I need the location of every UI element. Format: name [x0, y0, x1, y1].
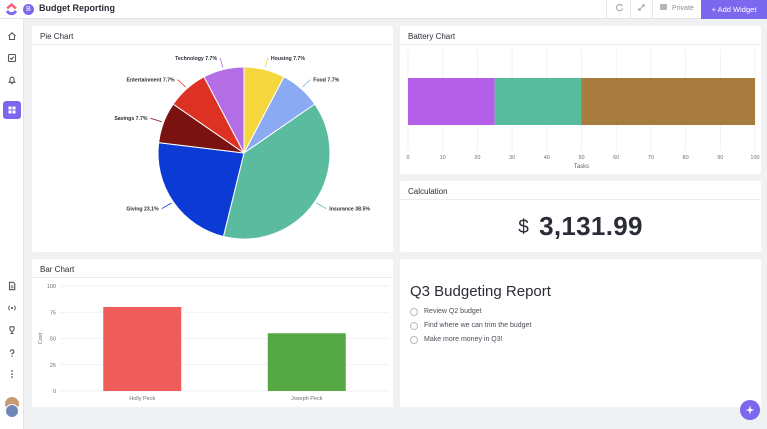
pie-slice	[222, 103, 331, 240]
home-icon[interactable]	[3, 27, 21, 45]
refresh-icon[interactable]	[612, 3, 626, 16]
bell-icon[interactable]	[3, 71, 21, 89]
x-tick-label: 20	[474, 155, 480, 161]
trophy-icon[interactable]	[3, 321, 21, 339]
x-tick-label: Joseph Peck	[291, 396, 323, 402]
left-sidebar	[0, 19, 24, 429]
pie-slice-label: Insurance 38.5%	[329, 207, 370, 213]
checklist-item-label: Find where we can trim the budget	[424, 322, 532, 329]
avatar[interactable]	[5, 404, 19, 418]
bar	[103, 307, 182, 391]
divider	[400, 44, 761, 45]
widget-title: Calculation	[408, 187, 448, 196]
checklist-item[interactable]: Make more money in Q3!	[410, 334, 503, 345]
calculation-widget[interactable]: Calculation $3,131.99	[400, 181, 761, 252]
checkbox[interactable]	[410, 307, 418, 316]
text-block-widget[interactable]: Q3 Budgeting Report Review Q2 budget Fin…	[400, 259, 761, 407]
x-axis-label: Tasks	[574, 164, 589, 170]
battery-segment	[494, 78, 582, 125]
quick-action-button[interactable]	[740, 400, 760, 420]
y-tick-label: 0	[53, 389, 56, 395]
x-tick-label: Holly Peck	[129, 396, 155, 402]
pie-leader-line	[302, 79, 311, 88]
toolbar-divider	[606, 0, 607, 19]
checkbox[interactable]	[410, 335, 418, 344]
pie-leader-line	[150, 117, 162, 123]
y-tick-label: 100	[47, 284, 56, 290]
dashboard-icon[interactable]	[3, 101, 21, 119]
bar-chart: 0 25 50 75 100 Cost Holly Peck Joseph Peck	[38, 284, 389, 402]
pie-chart: Housing 7.7% Food 7.7% Insurance 38.5% Givi…	[114, 56, 370, 240]
pie-leader-line	[177, 79, 186, 88]
privacy-label: Private	[672, 5, 694, 12]
x-tick-label: 40	[544, 155, 550, 161]
calculation-amount: 3,131.99	[539, 211, 643, 241]
add-widget-button[interactable]: + Add Widget	[701, 0, 767, 19]
checklist-icon[interactable]	[3, 49, 21, 67]
sparkle-icon	[745, 405, 755, 415]
widget-title: Pie Chart	[40, 32, 74, 41]
currency-symbol: $	[518, 217, 530, 238]
calculation-value: $3,131.99	[400, 211, 761, 242]
pie-slice-label: Giving 23.1%	[126, 207, 159, 213]
divider	[400, 199, 761, 200]
x-tick-label: 50	[578, 155, 584, 161]
more-icon[interactable]	[3, 365, 21, 383]
broadcast-icon[interactable]	[3, 299, 21, 317]
battery-chart: 0 10 20 30 40 50 60 70 80 90 100 Tasks	[406, 50, 760, 170]
divider	[32, 44, 393, 45]
checklist-item-label: Review Q2 budget	[424, 308, 482, 315]
help-icon[interactable]	[3, 344, 21, 362]
top-bar: B Budget Reporting Private + Add Widget	[0, 0, 767, 19]
document-icon[interactable]	[3, 277, 21, 295]
privacy-toggle[interactable]: Private	[660, 4, 694, 12]
pie-slice-label: Savings 7.7%	[114, 116, 148, 122]
checkbox[interactable]	[410, 321, 418, 330]
y-axis-label: Cost	[38, 332, 44, 344]
toolbar-divider	[652, 0, 653, 19]
checklist-item-label: Make more money in Q3!	[424, 336, 503, 343]
pie-slice-label: Housing 7.7%	[271, 56, 305, 62]
x-tick-label: 30	[509, 155, 515, 161]
widget-title: Bar Chart	[40, 265, 75, 274]
toolbar-divider	[630, 0, 631, 19]
x-tick-label: 100	[750, 155, 759, 161]
x-tick-label: 0	[406, 155, 409, 161]
pie-leader-line	[264, 57, 269, 68]
pie-slice-label: Food 7.7%	[313, 78, 339, 84]
pie-leader-line	[161, 202, 172, 210]
x-tick-label: 70	[648, 155, 654, 161]
workspace-badge[interactable]: B	[23, 4, 34, 15]
checklist-item[interactable]: Review Q2 budget	[410, 306, 482, 317]
checklist-item[interactable]: Find where we can trim the budget	[410, 320, 531, 331]
lock-icon	[660, 4, 667, 10]
bar-chart-widget[interactable]: Bar Chart 0 25 50 75 100 Cost Holly Peck Joseph…	[32, 259, 393, 407]
report-title: Q3 Budgeting Report	[410, 283, 551, 300]
pie-leader-line	[316, 202, 327, 210]
widget-title: Battery Chart	[408, 32, 456, 41]
divider	[32, 277, 393, 278]
page-title: Budget Reporting	[39, 3, 115, 13]
x-tick-label: 60	[613, 155, 619, 161]
clickup-logo[interactable]	[4, 2, 19, 17]
battery-chart-widget[interactable]: Battery Chart 0 10 20 30 40 50 60 70 80 90 100 Task…	[400, 26, 761, 174]
pie-leader-line	[219, 57, 224, 68]
battery-segment	[581, 78, 755, 125]
x-tick-label: 80	[683, 155, 689, 161]
y-tick-label: 25	[50, 363, 56, 369]
pie-slice-label: Technology 7.7%	[175, 56, 217, 62]
pie-slice-label: Entertainment 7.7%	[127, 78, 176, 84]
battery-segment	[408, 78, 495, 125]
x-tick-label: 90	[717, 155, 723, 161]
expand-icon[interactable]	[634, 3, 648, 16]
bar	[267, 333, 346, 391]
y-tick-label: 75	[50, 310, 56, 316]
y-tick-label: 50	[50, 337, 56, 343]
pie-slice	[203, 66, 245, 154]
pie-chart-widget[interactable]: Pie Chart Housing 7.7% Food 7.7% Insurance…	[32, 26, 393, 252]
x-tick-label: 10	[440, 155, 446, 161]
pie-slice	[157, 142, 245, 238]
